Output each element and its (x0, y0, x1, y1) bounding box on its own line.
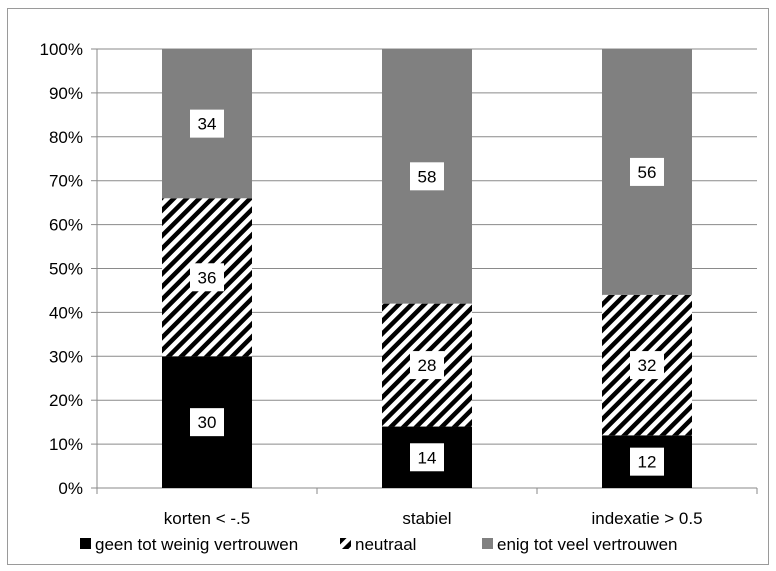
y-tick-label: 60% (49, 216, 83, 235)
y-tick-label: 10% (49, 435, 83, 454)
y-tick-label: 30% (49, 347, 83, 366)
data-label: 30 (198, 413, 217, 432)
legend-swatch (80, 538, 91, 549)
legend-swatch (340, 538, 351, 549)
data-label-box (410, 351, 444, 380)
data-label-box (190, 109, 224, 138)
y-tick-label: 100% (40, 40, 83, 59)
y-tick-label: 50% (49, 260, 83, 279)
y-tick-label: 70% (49, 172, 83, 191)
data-labels: 30 36 34 14 28 58 12 32 56 (190, 109, 664, 476)
data-label: 12 (638, 453, 657, 472)
data-label-box (630, 351, 664, 380)
data-label-box (630, 157, 664, 186)
data-label-box (190, 263, 224, 292)
legend-label: neutraal (355, 535, 416, 554)
data-label-box (410, 443, 444, 472)
y-tick-label: 40% (49, 303, 83, 322)
legend-label: geen tot weinig vertrouwen (95, 535, 298, 554)
data-label-box (410, 162, 444, 191)
data-label: 14 (418, 448, 437, 467)
y-tick-label: 20% (49, 391, 83, 410)
data-label: 36 (198, 268, 217, 287)
x-category-label: stabiel (402, 509, 451, 528)
y-tick-label: 80% (49, 128, 83, 147)
x-category-label: korten < -.5 (164, 509, 250, 528)
legend-label: enig tot veel vertrouwen (497, 535, 678, 554)
data-label: 34 (198, 115, 217, 134)
y-tick-label: 0% (58, 479, 83, 498)
y-tick-label: 90% (49, 84, 83, 103)
data-label: 28 (418, 356, 437, 375)
data-label-box (630, 447, 664, 476)
x-category-label: indexatie > 0.5 (591, 509, 702, 528)
legend-swatch (482, 538, 493, 549)
data-label: 32 (638, 356, 657, 375)
legend: geen tot weinig vertrouwen neutraal enig t… (80, 535, 678, 554)
data-label: 58 (418, 167, 437, 186)
bars (162, 49, 692, 488)
data-label: 56 (638, 163, 657, 182)
data-label-box (190, 408, 224, 437)
